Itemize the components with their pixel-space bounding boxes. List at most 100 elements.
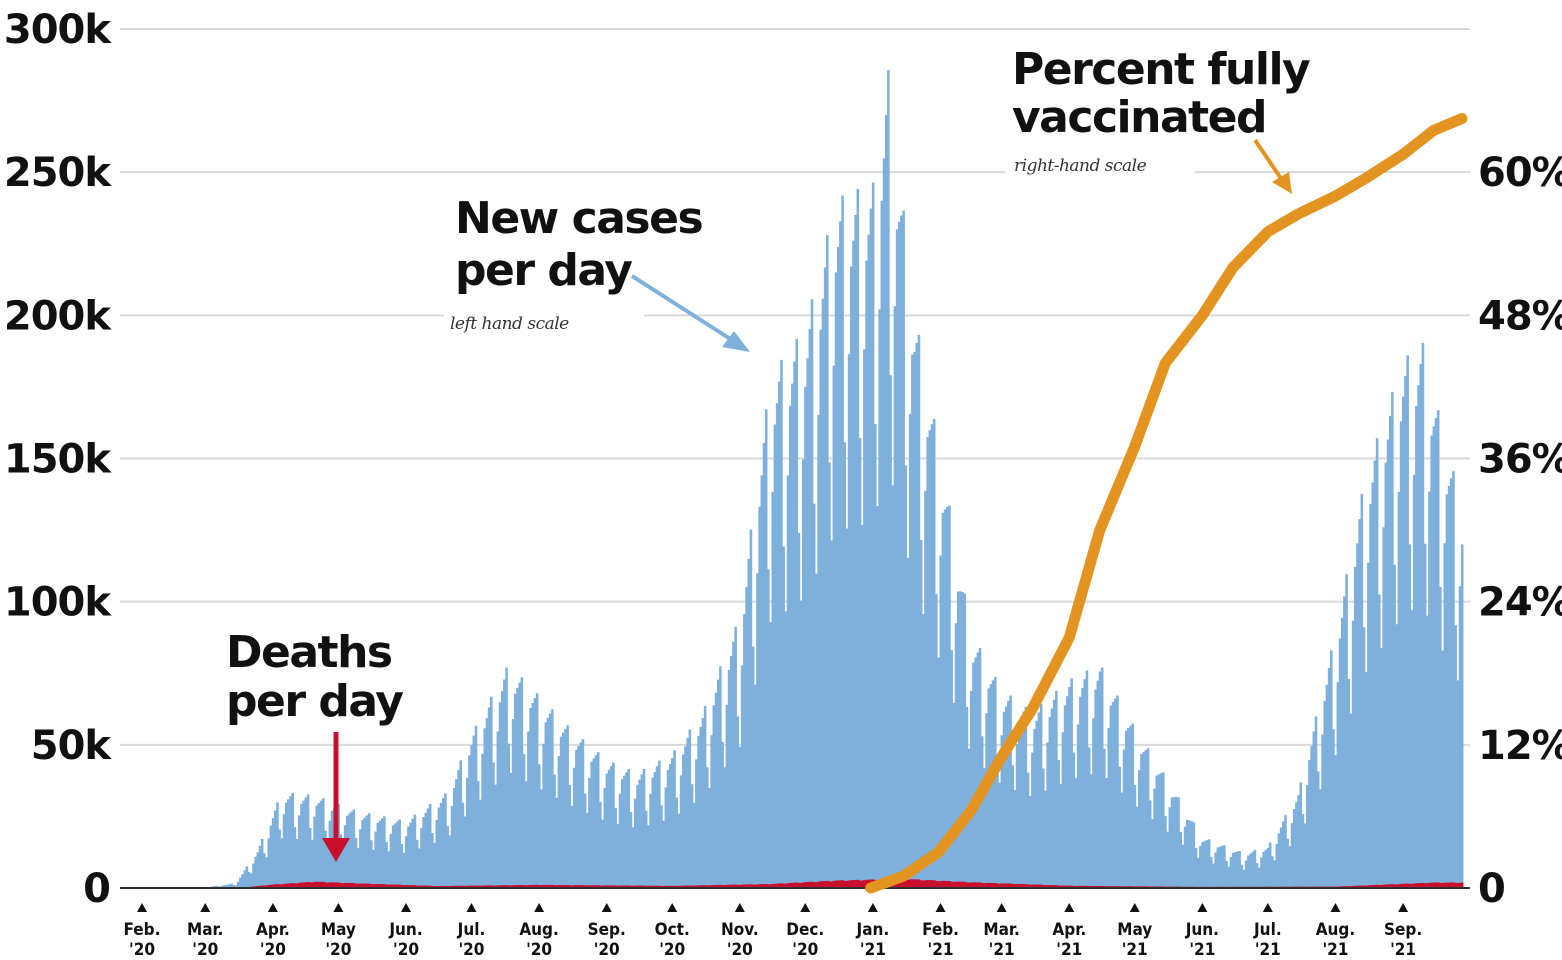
death-bar [1404,883,1407,888]
death-bar [372,884,375,888]
x-tick-year: '21 [989,940,1015,960]
death-bar [1063,885,1067,888]
case-bar [887,70,890,889]
death-bar [658,885,661,888]
death-bar [359,883,362,888]
case-bar [544,722,548,888]
case-bar [793,361,796,888]
case-bar [961,592,964,888]
case-bar [1118,766,1121,888]
case-bar [625,772,628,888]
death-bar [913,879,916,888]
death-bar [428,885,432,888]
case-bar [363,817,367,888]
death-bar [627,885,631,888]
case-bar [1308,759,1311,888]
left-tick-label: 250k [4,150,112,196]
case-bar [732,641,735,888]
case-bar [952,702,956,888]
case-bar [431,832,434,888]
case-bar [895,229,899,888]
case-bar [1105,777,1108,888]
death-bar [1081,885,1084,888]
vaccination-line [865,113,1468,894]
case-bar [315,805,319,888]
death-bar [481,885,484,888]
death-bar [692,885,696,888]
death-bar [568,885,572,888]
left-tick-label: 300k [4,7,112,53]
case-bar [1013,790,1017,888]
case-bar [682,754,685,888]
death-bar [1445,882,1449,888]
death-bar [394,884,397,888]
death-bar [662,885,665,888]
case-bar [1205,840,1209,888]
left-axis-ticks: 0 50k 100k 150k 200k 250k 300k [4,7,114,912]
case-bar [485,718,489,888]
death-bar [317,881,321,888]
case-bar [1124,730,1128,888]
case-bar [902,210,905,888]
case-bar [1393,564,1396,888]
death-bar [319,881,323,888]
case-bar [1410,610,1414,888]
x-tick-marker [667,903,678,912]
death-bar [830,881,833,888]
case-bar [782,546,785,888]
death-bar [1059,885,1063,888]
case-bar [518,682,521,888]
case-bar [1340,617,1344,888]
case-bar [596,752,600,888]
case-bar [1162,772,1165,888]
death-bar [498,885,502,888]
case-bar [1210,857,1213,888]
death-bar [1007,883,1010,888]
death-bar [291,883,295,888]
death-bar [426,885,430,888]
death-bar [1050,885,1054,888]
death-bar [1072,885,1076,888]
case-bar [994,676,997,888]
case-bar [1103,748,1106,888]
death-bar [442,885,445,888]
case-bar [906,557,910,888]
death-bar [756,884,759,888]
death-bar [439,885,443,888]
case-bar [516,688,519,888]
case-bar [599,801,602,888]
case-bar [730,655,733,888]
case-bar [444,793,447,888]
case-bar [422,817,425,888]
x-tick-marker [1262,903,1273,912]
death-bar [546,884,550,888]
death-bar [588,885,591,888]
case-bar [514,693,517,888]
death-bar [490,885,493,888]
case-bar [1120,792,1124,888]
death-bar [457,885,460,888]
case-bar [1321,734,1324,888]
case-bar [319,800,323,888]
death-bar [1354,885,1357,888]
left-tick-label: 0 [83,866,110,912]
case-bar [791,383,794,888]
case-bar [1015,743,1019,888]
case-bar [926,437,929,888]
case-bar [243,870,247,888]
death-bar [346,882,349,888]
death-bar [640,885,644,888]
case-bar [1063,705,1067,888]
death-bar [494,885,497,888]
death-bar [954,881,958,888]
death-bar [1028,884,1032,888]
death-bar [1100,885,1104,888]
case-bar [721,741,724,888]
case-bar [810,299,814,888]
death-bar [276,884,279,888]
death-bar [555,885,559,888]
death-bar [1098,885,1102,888]
case-bar [834,272,838,889]
case-bar [627,768,631,888]
case-bar [758,506,761,888]
